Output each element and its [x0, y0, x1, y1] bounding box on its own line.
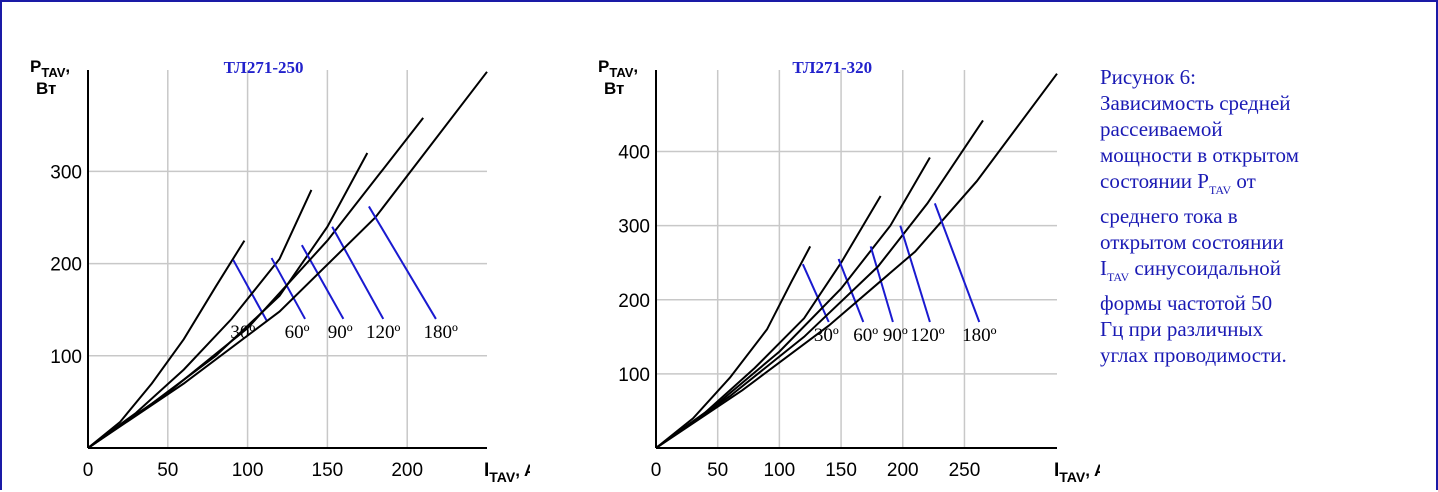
y-tick-label: 400: [618, 143, 650, 164]
y-axis-unit: Вт: [604, 79, 624, 98]
series-label: 60º: [285, 322, 310, 343]
series-line: [87, 152, 369, 449]
chart-tl271-250: 0 50 100 150 200 100 200 300 PTAV,Вт ITAV, A ТЛ271…: [30, 57, 530, 485]
series-label: 60º: [853, 325, 878, 346]
y-tick-label: 200: [50, 255, 82, 276]
x-tick-label: 150: [825, 460, 857, 481]
series-leader-line: [933, 203, 981, 323]
x-tick-label: 200: [391, 460, 423, 481]
series-line: [655, 156, 931, 449]
series-label: 120º: [366, 322, 401, 343]
x-tick-label: 0: [651, 460, 662, 481]
series-leader-line: [300, 244, 345, 320]
series-line: [655, 245, 812, 449]
series-leader-line: [331, 226, 385, 320]
x-tick-label: 250: [949, 460, 981, 481]
y-tick-label: 200: [618, 291, 650, 312]
series-leader-line: [801, 263, 830, 323]
chart-title: ТЛ271-250: [224, 58, 304, 77]
x-tick-label: 0: [83, 460, 94, 481]
series-leader-line: [232, 259, 268, 322]
caption-line: состоянии PTAV от: [1100, 169, 1256, 197]
y-tick-label: 100: [50, 347, 82, 368]
caption-line: Гц при различных: [1100, 317, 1264, 341]
caption-line: углах проводимости.: [1100, 343, 1287, 367]
x-tick-label: 50: [157, 460, 178, 481]
x-tick-label: 200: [887, 460, 919, 481]
series-leader-line: [899, 225, 931, 323]
series-line: [87, 240, 246, 449]
series-leader-line: [270, 257, 306, 320]
series-line: [655, 119, 984, 449]
x-tick-label: 50: [707, 460, 728, 481]
caption-line: мощности в открытом: [1100, 143, 1299, 167]
chart-tl271-320: 0 50 100 150 200 250 100 200 300 400 PTAV,Вт ITAV, …: [598, 57, 1100, 485]
series-line: [87, 71, 488, 449]
caption-line: рассеиваемой: [1100, 117, 1223, 141]
y-axis-label: PTAV,: [30, 57, 70, 80]
y-tick-label: 100: [618, 365, 650, 386]
series-label: 180º: [424, 322, 459, 343]
caption-line: Зависимость средней: [1100, 91, 1291, 115]
y-axis-label: PTAV,: [598, 57, 638, 80]
y-tick-label: 300: [618, 217, 650, 238]
series-line: [655, 195, 882, 449]
series-leader-line: [368, 205, 437, 320]
x-tick-label: 100: [764, 460, 796, 481]
y-tick-label: 300: [50, 162, 82, 183]
series-leader-line: [869, 246, 894, 323]
series-line: [87, 189, 313, 449]
series-label: 120º: [910, 325, 945, 346]
caption-line: формы частотой 50: [1100, 291, 1273, 315]
caption-line: ITAV синусоидальной: [1100, 256, 1281, 284]
x-tick-label: 100: [232, 460, 264, 481]
series-label: 30º: [814, 325, 839, 346]
x-axis-label: ITAV, A: [484, 460, 530, 485]
series-label: 90º: [883, 325, 908, 346]
y-axis-unit: Вт: [36, 79, 56, 98]
chart-title: ТЛ271-320: [792, 58, 872, 77]
caption-line: Рисунок 6:: [1100, 65, 1196, 89]
caption-line: среднего тока в: [1100, 204, 1238, 228]
x-tick-label: 150: [312, 460, 344, 481]
series-line: [655, 73, 1058, 449]
series-label: 180º: [962, 325, 997, 346]
caption-line: открытом состоянии: [1100, 230, 1284, 254]
x-axis-label: ITAV, A: [1054, 460, 1100, 485]
figure-caption: Рисунок 6: Зависимость средней рассеивае…: [1100, 64, 1430, 368]
series-leader-line: [837, 258, 865, 323]
series-label: 90º: [328, 322, 353, 343]
